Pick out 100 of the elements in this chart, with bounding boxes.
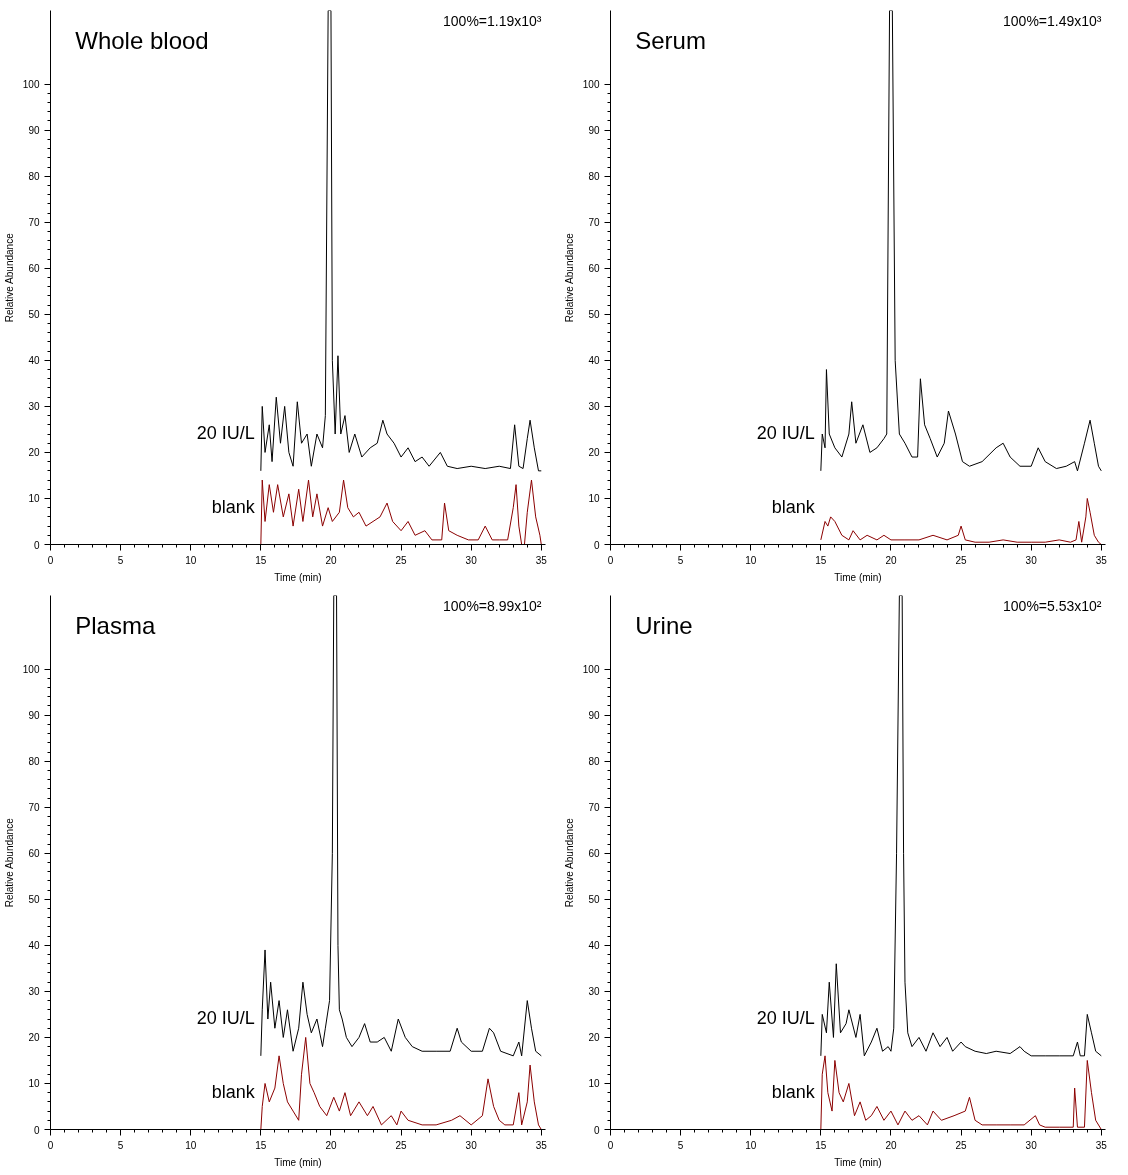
y-tick-label: 40	[28, 355, 40, 367]
x-axis-title: Time (min)	[274, 1156, 322, 1168]
x-tick-label: 25	[955, 554, 968, 566]
series-label: blank	[771, 497, 816, 518]
x-tick-label: 5	[117, 1139, 124, 1151]
y-tick-label: 0	[33, 1124, 40, 1136]
y-tick-label: 70	[28, 217, 40, 229]
x-tick-label: 15	[255, 554, 267, 566]
y-tick-label: 10	[28, 493, 40, 505]
y-tick-label: 60	[28, 848, 40, 860]
x-tick-label: 35	[535, 1139, 548, 1151]
y-tick-label: 90	[28, 125, 40, 137]
text: Whole blood	[75, 26, 209, 54]
series-label: blank	[771, 1082, 816, 1103]
y-tick-label: 100	[582, 79, 600, 91]
x-tick-label: 20	[885, 1139, 897, 1151]
series-label: 20 IU/L	[756, 1008, 815, 1029]
text: Plasma	[75, 611, 156, 639]
y-tick-label: 50	[28, 894, 40, 906]
x-tick-label: 5	[117, 554, 124, 566]
y-axis-title: Relative Abundance	[3, 232, 15, 323]
y-tick-label: 70	[28, 802, 40, 814]
x-tick-label: 15	[815, 1139, 827, 1151]
y-tick-label: 90	[28, 710, 40, 722]
annotation: 100%=1.49x10³	[1003, 12, 1102, 29]
y-tick-label: 60	[588, 263, 600, 275]
y-tick-label: 100	[22, 664, 40, 676]
x-tick-label: 25	[395, 554, 408, 566]
x-tick-label: 20	[325, 554, 337, 566]
x-tick-label: 35	[1095, 1139, 1108, 1151]
x-axis-title: Time (min)	[274, 571, 322, 583]
y-tick-label: 100	[582, 664, 600, 676]
y-tick-label: 10	[588, 493, 600, 505]
y-tick-label: 20	[588, 447, 600, 459]
series-label: blank	[211, 497, 256, 518]
y-axis-title: Relative Abundance	[3, 817, 15, 908]
y-tick-label: 0	[33, 539, 40, 551]
x-tick-label: 30	[1025, 554, 1038, 566]
y-tick-label: 40	[588, 940, 600, 952]
x-tick-label: 10	[185, 1139, 197, 1151]
y-tick-label: 40	[588, 355, 600, 367]
x-tick-label: 20	[325, 1139, 337, 1151]
y-tick-label: 50	[588, 894, 600, 906]
y-tick-label: 70	[588, 802, 600, 814]
y-tick-label: 30	[28, 986, 40, 998]
x-tick-label: 0	[47, 1139, 54, 1151]
y-tick-label: 50	[588, 309, 600, 321]
x-axis-title: Time (min)	[834, 1156, 882, 1168]
series-label: 20 IU/L	[196, 423, 255, 444]
text: Urine	[635, 611, 693, 639]
x-tick-label: 35	[1095, 554, 1108, 566]
annotation: 100%=8.99x10²	[443, 597, 542, 614]
annotation: 100%=5.53x10²	[1003, 597, 1102, 614]
y-tick-label: 0	[593, 1124, 600, 1136]
x-tick-label: 35	[535, 554, 548, 566]
x-tick-label: 25	[955, 1139, 968, 1151]
y-tick-label: 60	[588, 848, 600, 860]
y-tick-label: 100	[22, 79, 40, 91]
x-axis-title: Time (min)	[834, 571, 882, 583]
y-tick-label: 30	[588, 986, 600, 998]
x-tick-label: 0	[47, 554, 54, 566]
y-tick-label: 10	[588, 1078, 600, 1090]
x-tick-label: 5	[677, 554, 684, 566]
y-tick-label: 80	[588, 756, 600, 768]
y-tick-label: 20	[588, 1032, 600, 1044]
x-tick-label: 0	[607, 554, 614, 566]
y-tick-label: 70	[588, 217, 600, 229]
y-tick-label: 30	[588, 401, 600, 413]
y-tick-label: 10	[28, 1078, 40, 1090]
text: Serum	[635, 26, 706, 54]
x-tick-label: 15	[815, 554, 827, 566]
series-label: 20 IU/L	[756, 423, 815, 444]
x-tick-label: 30	[465, 1139, 478, 1151]
y-axis-title: Relative Abundance	[563, 232, 575, 323]
y-tick-label: 40	[28, 940, 40, 952]
y-tick-label: 20	[28, 1032, 40, 1044]
y-tick-label: 30	[28, 401, 40, 413]
series-label: blank	[211, 1082, 256, 1103]
x-tick-label: 10	[745, 554, 757, 566]
x-tick-label: 5	[677, 1139, 684, 1151]
annotation: 100%=1.19x10³	[443, 12, 542, 29]
x-tick-label: 10	[745, 1139, 757, 1151]
y-tick-label: 80	[28, 756, 40, 768]
x-tick-label: 30	[1025, 1139, 1038, 1151]
x-tick-label: 10	[185, 554, 197, 566]
y-tick-label: 90	[588, 710, 600, 722]
y-tick-label: 90	[588, 125, 600, 137]
x-tick-label: 30	[465, 554, 478, 566]
y-tick-label: 80	[28, 171, 40, 183]
y-tick-label: 80	[588, 171, 600, 183]
y-tick-label: 60	[28, 263, 40, 275]
y-tick-label: 0	[593, 539, 600, 551]
x-tick-label: 0	[607, 1139, 614, 1151]
y-tick-label: 20	[28, 447, 40, 459]
x-tick-label: 15	[255, 1139, 267, 1151]
y-tick-label: 50	[28, 309, 40, 321]
x-tick-label: 25	[395, 1139, 408, 1151]
x-tick-label: 20	[885, 554, 897, 566]
series-label: 20 IU/L	[196, 1008, 255, 1029]
y-axis-title: Relative Abundance	[563, 817, 575, 908]
